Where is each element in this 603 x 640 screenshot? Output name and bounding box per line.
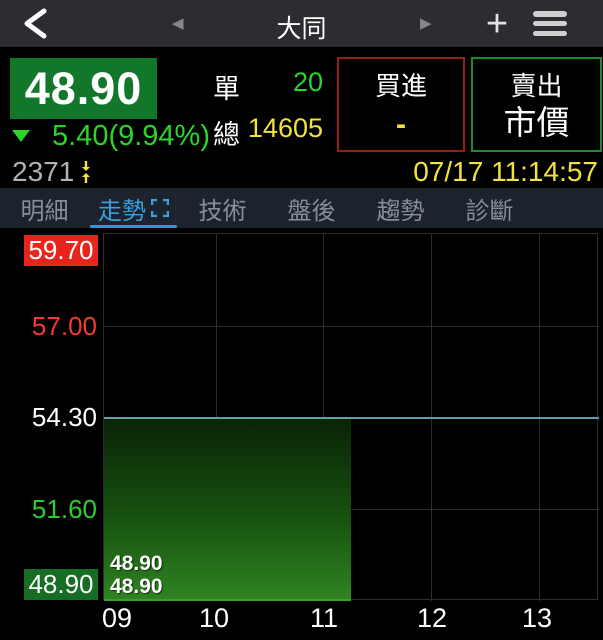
- unit-volume-label: 單: [213, 74, 240, 104]
- average-price-line-label: 48.90: [110, 575, 163, 598]
- menu-bar: [533, 30, 567, 36]
- current-price-line-label: 48.90: [110, 552, 163, 575]
- stock-code: 2371: [12, 156, 75, 187]
- tab-label: 趨勢: [376, 197, 425, 225]
- up-down-arrows-icon[interactable]: [80, 160, 92, 184]
- tab-tendency[interactable]: 趨勢: [356, 188, 445, 228]
- tab-trend[interactable]: 走勢: [89, 188, 178, 228]
- xtick-13: 13: [521, 603, 553, 633]
- xtick-10: 10: [198, 603, 230, 633]
- tab-diagnosis[interactable]: 診斷: [445, 188, 534, 228]
- sell-button[interactable]: 賣出 市價: [471, 57, 602, 152]
- tab-label: 走勢: [98, 197, 146, 225]
- add-button[interactable]: +: [485, 3, 509, 45]
- unit-volume-value: 20: [292, 67, 323, 97]
- chart-plot-area[interactable]: 48.90 48.90: [103, 233, 599, 601]
- prev-close-line: [104, 417, 599, 419]
- gridline-51: [104, 509, 599, 510]
- back-icon[interactable]: [20, 8, 50, 39]
- tab-label: 盤後: [287, 197, 336, 225]
- ytick-57: 57.00: [31, 311, 97, 341]
- tab-bar: 明細 走勢 技術 盤後 趨勢 診斷: [0, 188, 603, 228]
- tab-label: 診斷: [465, 197, 514, 225]
- tab-afterhours[interactable]: 盤後: [267, 188, 356, 228]
- total-volume-label: 總: [213, 120, 240, 150]
- unit-volume-row: 單 20: [213, 67, 323, 106]
- ytick-51: 51.60: [31, 494, 97, 524]
- tab-label: 明細: [20, 197, 69, 225]
- quote-panel: 48.90 5.40(9.94%) 單 20 總 14605 買進 - 賣出 市…: [0, 47, 603, 188]
- buy-label: 買進: [374, 71, 427, 101]
- price-area-fill: 48.90 48.90: [104, 419, 351, 601]
- prev-stock-icon[interactable]: ◀: [172, 15, 184, 32]
- xtick-12: 12: [416, 603, 448, 633]
- sell-price-value: 市價: [503, 104, 570, 141]
- intraday-chart[interactable]: 48.90 48.90 59.70 57.00 54.30 51.60 48.9…: [0, 228, 603, 640]
- price-line-labels: 48.90 48.90: [110, 552, 163, 598]
- price-change-row: 5.40(9.94%): [12, 119, 302, 153]
- last-price: 48.90: [24, 62, 143, 114]
- change-value: 5.40(9.94%): [52, 119, 210, 152]
- ytick-limit-up: 59.70: [24, 235, 98, 266]
- page-title: 大同: [276, 15, 327, 43]
- tab-label: 技術: [198, 197, 247, 225]
- header: ◀ 大同 ▶ +: [0, 0, 603, 47]
- ytick-limit-down: 48.90: [24, 569, 98, 600]
- down-triangle-icon: [12, 130, 30, 142]
- quote-timestamp: 07/17 11:14:57: [413, 156, 598, 187]
- buy-button[interactable]: 買進 -: [337, 57, 465, 152]
- hamburger-menu-icon[interactable]: [533, 11, 567, 36]
- buy-price-value: -: [396, 108, 406, 141]
- xtick-11: 11: [309, 603, 339, 633]
- total-volume-row: 總 14605: [213, 113, 323, 152]
- next-stock-icon[interactable]: ▶: [420, 15, 432, 32]
- menu-bar: [533, 11, 567, 17]
- xtick-09: 09: [101, 603, 133, 633]
- active-tab-underline: [90, 225, 177, 228]
- last-price-box: 48.90: [10, 58, 157, 119]
- ytick-prev-close: 54.30: [31, 402, 97, 432]
- menu-bar: [533, 20, 567, 27]
- fullscreen-icon[interactable]: [151, 199, 169, 217]
- tab-technical[interactable]: 技術: [178, 188, 267, 228]
- sell-label: 賣出: [510, 71, 563, 101]
- tab-details[interactable]: 明細: [0, 188, 89, 228]
- gridline-57: [104, 326, 599, 327]
- total-volume-value: 14605: [247, 113, 323, 143]
- info-row: 2371 07/17 11:14:57: [0, 156, 603, 188]
